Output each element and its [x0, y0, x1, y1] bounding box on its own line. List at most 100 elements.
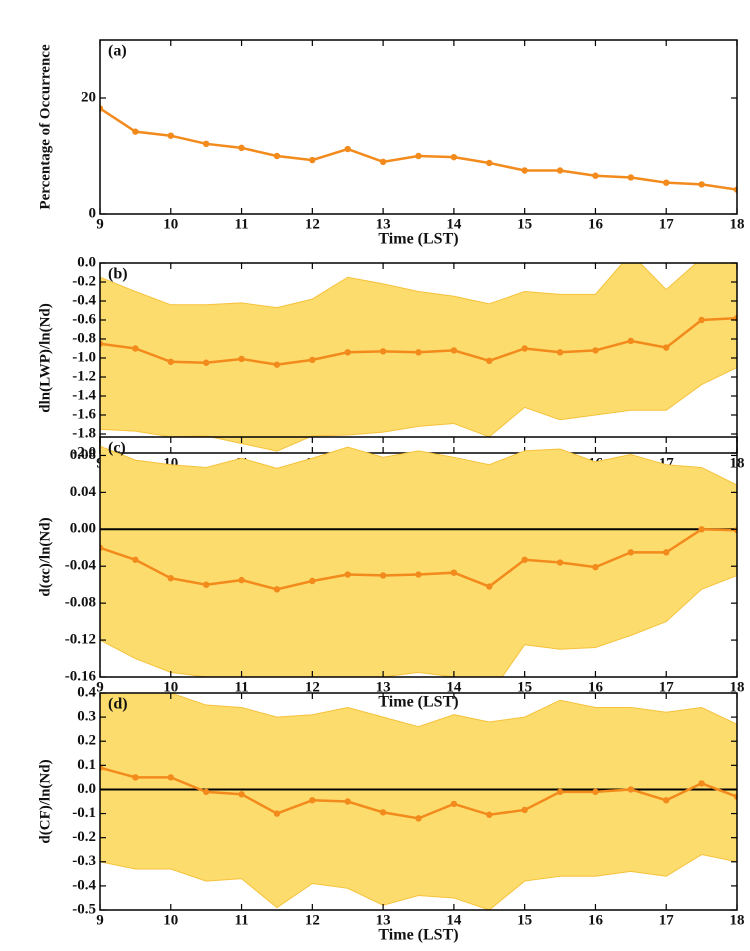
- x-tick-label: 16: [588, 912, 604, 928]
- y-tick-label: -0.08: [65, 595, 96, 611]
- data-point: [379, 158, 387, 165]
- x-tick-label: 18: [730, 912, 745, 928]
- y-tick-label: 0.1: [77, 757, 96, 773]
- y-tick-label: 0.00: [70, 521, 96, 537]
- x-tick-label: 10: [163, 912, 178, 928]
- data-point: [450, 347, 458, 354]
- data-point: [202, 140, 210, 148]
- y-tick-label: -2.0: [72, 444, 96, 460]
- y-tick-label: -0.3: [72, 853, 96, 869]
- y-tick-label: 0.08: [70, 447, 96, 463]
- data-point: [273, 361, 281, 368]
- data-point: [663, 549, 670, 556]
- y-tick-label: 0: [89, 205, 97, 221]
- data-point: [167, 358, 174, 365]
- x-tick-label: 9: [96, 679, 104, 695]
- y-tick-label: -0.04: [65, 558, 97, 574]
- x-axis-label: Time (LST): [378, 231, 458, 248]
- panel-label: (c): [108, 440, 126, 457]
- data-point: [698, 780, 705, 787]
- y-tick-label: 0.0: [77, 781, 96, 797]
- plot-area: [100, 445, 737, 677]
- x-axis-label: Time (LST): [378, 694, 458, 711]
- data-point: [521, 167, 528, 174]
- panel-label: (d): [108, 696, 128, 713]
- y-axis-label: d(CF)/ln(Nd): [37, 759, 53, 843]
- data-point: [379, 572, 387, 579]
- x-tick-label: 12: [305, 679, 320, 695]
- data-point: [238, 144, 245, 152]
- data-point: [344, 798, 351, 805]
- x-tick-label: 10: [163, 679, 178, 695]
- y-tick-label: 0.04: [70, 484, 97, 500]
- y-tick-label: -0.4: [72, 292, 96, 308]
- x-tick-label: 9: [96, 912, 104, 928]
- data-point: [556, 559, 564, 566]
- data-point: [627, 549, 635, 556]
- y-tick-label: -0.16: [65, 668, 97, 684]
- data-point: [486, 811, 493, 818]
- data-point: [167, 575, 174, 582]
- data-point: [309, 797, 316, 804]
- spread-band: [100, 445, 737, 677]
- data-point: [627, 174, 635, 181]
- x-tick-label: 17: [659, 216, 675, 232]
- data-point: [521, 806, 528, 814]
- x-axis-label: Time (LST): [378, 927, 458, 944]
- data-point: [167, 774, 174, 781]
- data-point: [592, 347, 599, 354]
- data-point: [309, 356, 316, 364]
- x-tick-label: 14: [446, 679, 462, 695]
- y-tick-label: -1.8: [72, 425, 96, 441]
- data-line: [100, 107, 737, 191]
- data-point: [733, 527, 737, 534]
- y-tick-label: 0.3: [77, 709, 96, 725]
- data-point: [273, 586, 281, 593]
- y-tick-label: -1.4: [72, 387, 96, 403]
- panel-label: (a): [108, 43, 127, 60]
- data-point: [521, 556, 528, 563]
- data-point: [344, 145, 351, 153]
- plot-frame: [99, 436, 738, 678]
- y-tick-label: -0.1: [72, 805, 96, 821]
- plot-area: [100, 693, 737, 910]
- plot-frame: [99, 39, 738, 215]
- y-axis-label: d(αc)/ln(Nd): [37, 517, 53, 596]
- spread-band: [100, 693, 737, 910]
- x-tick-label: 16: [588, 679, 604, 695]
- data-point: [273, 152, 281, 160]
- x-tick-label: 11: [234, 216, 248, 232]
- y-tick-label: 20: [81, 89, 96, 105]
- x-tick-label: 15: [517, 912, 532, 928]
- x-tick-label: 11: [234, 912, 248, 928]
- data-point: [309, 577, 316, 585]
- x-tick-label: 13: [376, 912, 391, 928]
- data-point: [132, 345, 139, 352]
- y-tick-label: -0.4: [72, 877, 96, 893]
- y-tick-label: -1.2: [72, 368, 96, 384]
- x-tick-label: 15: [517, 679, 532, 695]
- y-tick-label: -0.2: [72, 829, 96, 845]
- data-point: [202, 359, 210, 366]
- data-point: [627, 786, 635, 793]
- data-point: [379, 809, 387, 816]
- y-tick-label: 0.2: [77, 733, 96, 749]
- data-point: [100, 340, 104, 347]
- data-point: [238, 576, 245, 584]
- data-point: [698, 526, 705, 533]
- x-tick-label: 12: [305, 216, 320, 232]
- x-tick-label: 13: [376, 216, 391, 232]
- data-point: [486, 583, 493, 590]
- data-point: [663, 344, 670, 351]
- plot-area: [100, 263, 737, 452]
- data-point: [100, 105, 104, 112]
- data-point: [521, 345, 528, 352]
- y-tick-label: -0.8: [72, 330, 96, 346]
- data-point: [167, 132, 174, 139]
- data-point: [663, 797, 670, 804]
- data-point: [379, 348, 387, 355]
- data-point: [663, 179, 670, 186]
- x-tick-label: 17: [659, 912, 675, 928]
- x-tick-label: 15: [517, 216, 532, 232]
